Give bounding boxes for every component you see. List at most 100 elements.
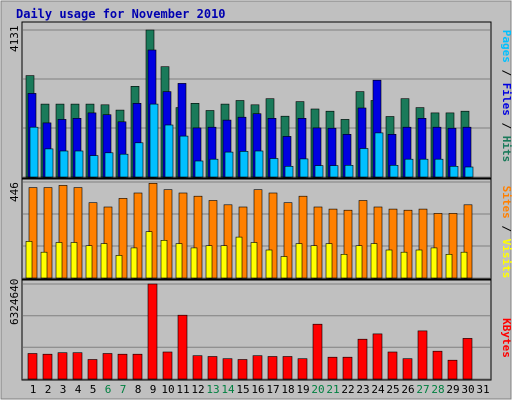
pages-bar — [299, 158, 309, 178]
kbytes-bar — [192, 355, 203, 380]
kbytes-bar — [162, 351, 173, 380]
kbytes-bar — [132, 353, 143, 380]
legend-entry: KBytes — [500, 318, 512, 358]
kbytes-bar — [207, 356, 218, 380]
visits-bar — [130, 247, 138, 279]
kbytes-bar — [462, 338, 473, 380]
sites-bar — [208, 200, 218, 279]
visits-bar — [385, 249, 393, 279]
kbytes-bar — [72, 352, 83, 380]
pages-bar — [209, 158, 219, 178]
legend-entry: Files — [500, 83, 512, 116]
x-tick-label: 13 — [206, 383, 219, 396]
visits-bar — [40, 251, 48, 279]
sites-bar — [223, 204, 233, 279]
sites-bar — [103, 206, 113, 279]
pages-bar — [269, 158, 279, 178]
sites-bar — [163, 189, 173, 279]
pages-bar — [314, 165, 324, 178]
kbytes-bar — [417, 330, 428, 380]
legend-separator: / — [500, 63, 512, 83]
kbytes-bar — [282, 356, 293, 380]
visits-bar — [145, 231, 153, 279]
legend-entry: Sites — [500, 186, 512, 219]
pages-bar — [104, 152, 114, 178]
x-tick-label: 3 — [60, 383, 67, 396]
x-tick-label: 23 — [356, 383, 369, 396]
legends: Pages / Files / Hits Sites / Visits KBytes — [500, 30, 512, 358]
pages-bar — [29, 126, 39, 178]
visits-bar — [190, 247, 198, 279]
sites-bar — [283, 202, 293, 279]
visits-bar — [325, 243, 333, 279]
kbytes-bar — [252, 355, 263, 380]
visits-bar — [340, 254, 348, 279]
chart-title: Daily usage for November 2010 — [16, 7, 226, 21]
pages-bar — [329, 165, 339, 178]
pages-bar — [239, 151, 249, 178]
kbytes-bar — [222, 358, 233, 380]
x-tick-label: 24 — [371, 383, 385, 396]
x-tick-label: 11 — [176, 383, 189, 396]
pages-bar — [164, 124, 174, 178]
visits-bar — [205, 245, 213, 279]
kbytes-bar — [312, 323, 323, 380]
top-legend: Pages / Files / Hits — [500, 30, 512, 163]
pages-bar — [44, 148, 54, 178]
visits-bar — [265, 249, 273, 279]
pages-bar — [464, 166, 474, 178]
sites-bar — [298, 195, 308, 279]
kbytes-bar — [117, 353, 128, 380]
x-tick-label: 10 — [161, 383, 174, 396]
bars-layer — [25, 29, 474, 380]
visits-bar — [250, 242, 258, 279]
pages-bar — [374, 132, 384, 178]
sites-bar — [73, 187, 83, 279]
kbytes-bar — [372, 333, 383, 380]
pages-bar — [449, 166, 459, 178]
kbytes-bar — [102, 353, 113, 380]
x-tick-label: 1 — [30, 383, 37, 396]
pages-bar — [284, 166, 294, 178]
sites-bar — [88, 202, 98, 279]
kbytes-bar — [297, 358, 308, 380]
visits-bar — [100, 243, 108, 279]
sites-bar — [373, 206, 383, 279]
pages-bar — [149, 103, 159, 178]
sites-bar — [253, 189, 263, 279]
visits-bar — [280, 256, 288, 279]
kbytes-bar — [27, 353, 38, 380]
legend-entry: Visits — [500, 239, 512, 279]
bottom-legend: KBytes — [500, 318, 512, 358]
middle-legend: Sites / Visits — [500, 186, 512, 279]
kbytes-bar — [342, 356, 353, 380]
visits-bar — [400, 251, 408, 279]
sites-bar — [313, 206, 323, 279]
x-tick-label: 14 — [221, 383, 235, 396]
visits-bar — [115, 255, 123, 279]
sites-bar — [43, 187, 53, 279]
visits-bar — [415, 249, 423, 279]
sites-bar — [358, 200, 368, 279]
sites-bar — [58, 185, 68, 279]
x-tick-label: 22 — [341, 383, 354, 396]
x-tick-label: 15 — [236, 383, 249, 396]
visits-bar — [85, 245, 93, 279]
x-tick-label: 4 — [75, 383, 82, 396]
visits-bar — [295, 243, 303, 279]
x-tick-label: 30 — [461, 383, 474, 396]
x-tick-label: 26 — [401, 383, 414, 396]
middle-max-label: 446 — [8, 182, 21, 202]
legend-separator: / — [500, 219, 512, 239]
kbytes-bar — [57, 352, 68, 380]
sites-bar — [433, 213, 443, 279]
sites-bar — [28, 187, 38, 279]
kbytes-bar — [447, 359, 458, 380]
x-tick-label: 17 — [266, 383, 279, 396]
visits-bar — [55, 242, 63, 279]
kbytes-bar — [147, 283, 158, 380]
x-tick-label: 27 — [416, 383, 429, 396]
pages-bar — [194, 160, 204, 178]
visits-bar — [355, 245, 363, 279]
